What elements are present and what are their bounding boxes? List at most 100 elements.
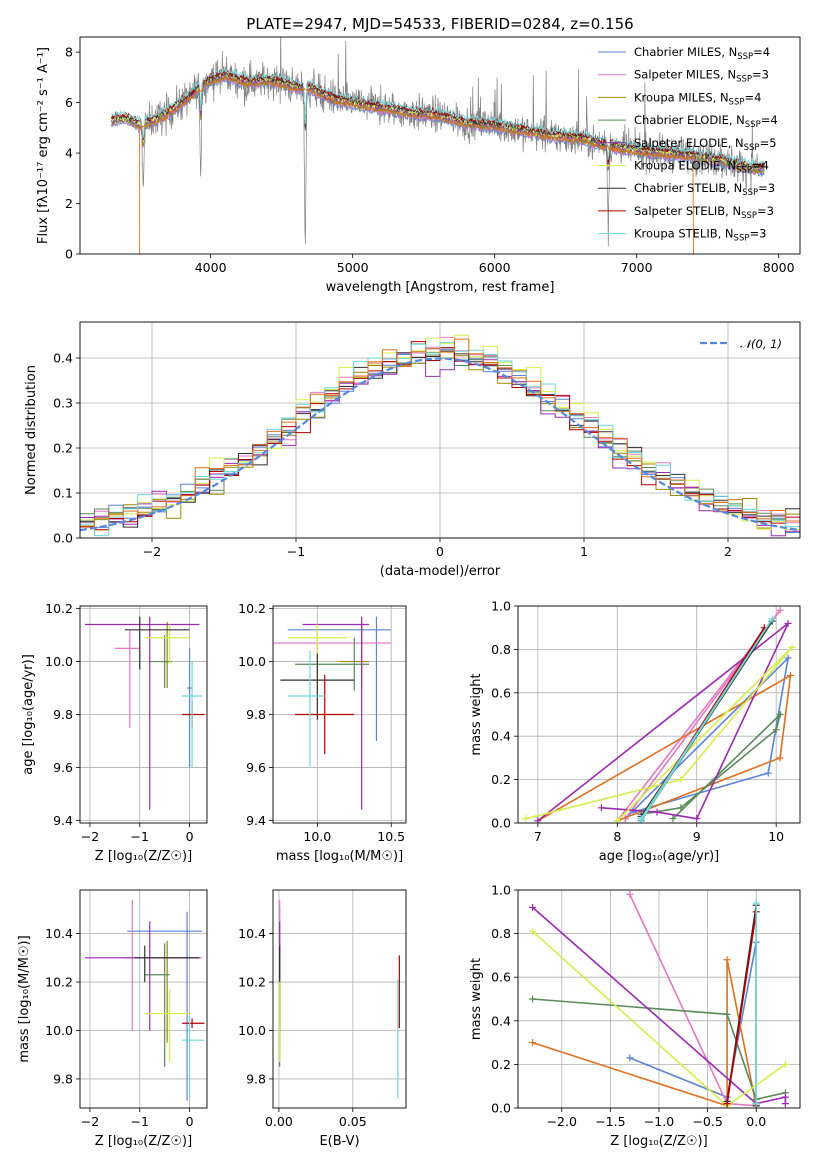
errorbar-point: [134, 945, 200, 983]
x-tick-label: 6000: [479, 260, 511, 275]
weight-marker: [772, 726, 780, 734]
plot-area-age_vs_Z: [84, 616, 205, 810]
weight-marker: [637, 815, 645, 823]
errorbar-point: [84, 616, 200, 810]
y-tick-label: 0.4: [491, 1013, 511, 1028]
y-tick-label: 1.0: [491, 599, 511, 614]
plot-area-weight_vs_age: [522, 606, 796, 823]
weight-marker: [786, 671, 794, 679]
plot-area-spectrum: [110, 37, 765, 254]
weight-marker: [669, 815, 677, 823]
errorbar-point: [280, 653, 355, 720]
weight-marker: [788, 643, 796, 651]
y-tick-label: 0.2: [491, 1057, 511, 1072]
x-tick-label: 7: [534, 829, 542, 844]
weight-marker: [776, 754, 784, 762]
legend-entry: Salpeter MILES, NSSP=3: [634, 68, 769, 85]
weight-marker: [613, 817, 621, 823]
y-tick-label: 0.0: [53, 531, 73, 546]
y-tick-label: 1.0: [491, 883, 511, 898]
x-tick-label: 2: [724, 544, 732, 559]
residual-legend: 𝒩(0, 1): [700, 337, 782, 351]
x-tick-label: −1.5: [595, 1114, 625, 1129]
y-tick-label: 0.8: [491, 926, 511, 941]
legend-entry: Kroupa ELODIE, NSSP=4: [634, 159, 769, 176]
panel-residuals: −2 −1 0 1 2 0.0 0.1 0.2 0.3 0.4 (data-model)/error…: [24, 321, 801, 579]
y-tick-label: 0.3: [53, 396, 73, 411]
x-tick-label: 0.05: [339, 1114, 367, 1129]
weight-marker: [776, 711, 784, 718]
errorbar-point: [149, 635, 170, 689]
errorbar-point: [182, 661, 203, 768]
weight-marker: [781, 1100, 789, 1108]
y-tick-label: 0.6: [491, 685, 511, 700]
errorbar-point: [144, 943, 170, 1067]
axes-frame: [79, 36, 801, 255]
weight-marker: [723, 1100, 731, 1108]
x-tick-label: −2.0: [547, 1114, 577, 1129]
weight-marker: [522, 815, 530, 823]
weight-marker: [752, 899, 760, 907]
x-tick-label: −1: [131, 1114, 149, 1129]
weight-marker: [529, 927, 537, 935]
panel-mass_vs_Z: −2 −1 0 9.8 10.0 10.2 10.4 Z [log₁₀(Z/Z☉)] mass …: [17, 889, 208, 1149]
x-tick-label: −2: [81, 829, 99, 844]
weight-series-line: [532, 998, 786, 1101]
panel-weight_vs_age: 7 8 9 10 0.0 0.2 0.4 0.6 0.8 1.0 age [log₁₀(age/yr…: [469, 599, 801, 864]
errorbar-point: [187, 648, 193, 768]
errorbar-point: [127, 911, 203, 1101]
weight-marker: [764, 769, 772, 777]
weight-marker: [626, 1054, 634, 1062]
x-tick-label: 9: [693, 829, 701, 844]
weight-marker: [723, 956, 731, 964]
weight-series-line: [726, 911, 757, 1104]
model-spectrum-line: [110, 70, 765, 170]
weight-marker: [776, 606, 784, 614]
x-tick-label: −1: [131, 829, 149, 844]
y-tick-label: 9.4: [246, 813, 266, 828]
x-tick-label: 0.00: [265, 1114, 293, 1129]
x-tick-label: 0: [186, 1114, 194, 1129]
y-axis-label: Normed distribution: [24, 365, 39, 495]
y-tick-label: 10.2: [238, 601, 266, 616]
weight-marker: [677, 776, 685, 784]
errorbar-point: [182, 1018, 205, 1029]
plot-area-weight_vs_Z: [529, 890, 789, 1108]
weight-marker: [529, 995, 537, 1003]
weight-marker: [653, 808, 661, 816]
x-tick-label: 5000: [337, 260, 369, 275]
y-tick-label: 10.2: [45, 601, 73, 616]
errorbar-point: [295, 674, 355, 755]
y-tick-label: 0.1: [53, 486, 73, 501]
model-spectrum-line: [110, 72, 765, 173]
y-tick-label: 10.4: [238, 926, 266, 941]
errorbar-point: [295, 637, 370, 691]
errorbar-point: [182, 1015, 205, 1099]
y-tick-label: 10.0: [45, 1023, 73, 1038]
legend-entry: Kroupa STELIB, NSSP=3: [634, 227, 766, 244]
weight-marker: [677, 804, 685, 812]
x-tick-label: 0: [436, 544, 444, 559]
y-tick-label: 6: [65, 95, 73, 110]
weight-marker: [529, 1039, 537, 1047]
x-tick-label: 0: [186, 829, 194, 844]
y-tick-label: 4: [65, 146, 73, 161]
x-axis-label: Z [log₁₀(Z/Z☉)]: [95, 849, 192, 864]
y-tick-label: 0.4: [53, 351, 73, 366]
weight-marker: [529, 903, 537, 911]
x-axis-label: (data-model)/error: [380, 564, 501, 579]
y-tick-label: 10.0: [45, 654, 73, 669]
errorbar-point: [124, 616, 190, 670]
weight-marker: [781, 1060, 789, 1068]
axes-frame: [517, 605, 801, 824]
panel-mass_vs_ebv: 0.00 0.05 9.8 10.0 10.2 10.4 E(B-V): [238, 889, 407, 1149]
x-tick-label: −1: [287, 544, 305, 559]
y-tick-label: 9.4: [53, 813, 73, 828]
y-tick-label: 10.0: [238, 1023, 266, 1038]
y-tick-label: 9.8: [246, 707, 266, 722]
x-tick-label: −2: [81, 1114, 99, 1129]
weight-marker: [784, 619, 792, 627]
y-tick-label: 9.6: [53, 760, 73, 775]
model-spectrum-orange: [139, 75, 694, 254]
y-tick-label: 9.6: [246, 760, 266, 775]
